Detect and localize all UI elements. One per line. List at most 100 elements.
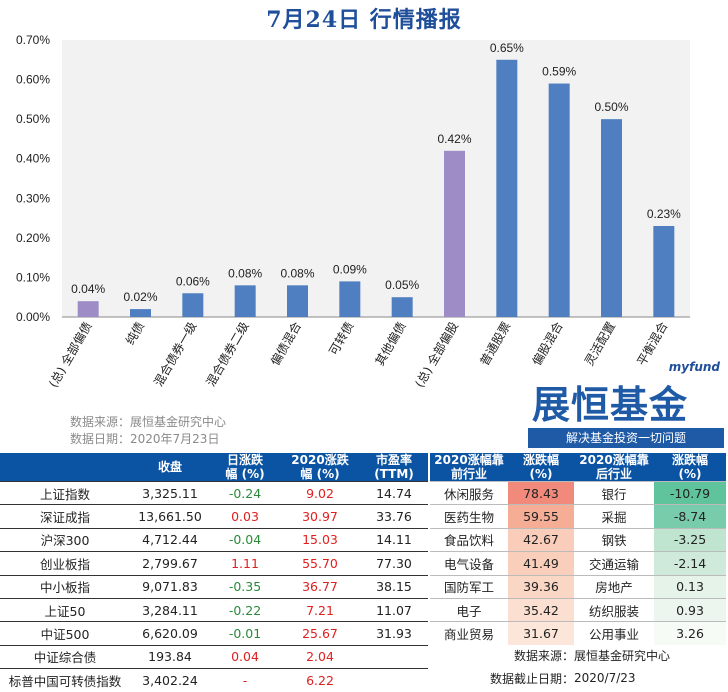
industry-header-top: 2020涨幅靠前行业 xyxy=(430,453,508,482)
index-table-row: 中证综合债 193.84 0.04 2.04 xyxy=(0,644,428,669)
bottom-industry-value-cell: -10.79 xyxy=(654,480,726,505)
bar xyxy=(601,119,622,318)
index-close-cell: 2,799.67 xyxy=(130,551,210,576)
index-table: 收盘 日涨跌幅 (%) 2020涨跌幅 (%) 市盈率 (TTM) 上证指数 3,… xyxy=(0,453,428,692)
industry-table-header: 2020涨幅靠前行业 涨跌幅 (%) 2020涨幅靠后行业 涨跌幅 (%) xyxy=(430,453,726,482)
y-tick-label: 0.10% xyxy=(16,270,50,284)
top-industry-cell: 休闲服务 xyxy=(430,480,508,505)
bar-value-label: 0.09% xyxy=(333,262,367,276)
industry-header-bottom: 2020涨幅靠后行业 xyxy=(574,453,654,482)
index-ytd-change-cell: 25.67 xyxy=(280,621,360,646)
bar xyxy=(182,293,204,317)
data-source-note: 数据来源：展恒基金研究中心 xyxy=(70,415,227,429)
index-ytd-change-cell: 6.22 xyxy=(280,668,360,692)
index-header-ytd: 2020涨跌幅 (%) xyxy=(280,453,360,482)
bar-value-label: 0.05% xyxy=(385,278,419,292)
bar-value-label: 0.42% xyxy=(437,132,471,146)
bottom-industry-cell: 钢铁 xyxy=(574,527,654,552)
bottom-industry-value-cell: 0.13 xyxy=(654,574,726,599)
top-industry-cell: 国防军工 xyxy=(430,574,508,599)
index-day-change-cell: 0.04 xyxy=(210,644,280,669)
index-close-cell: 3,402.24 xyxy=(130,668,210,692)
logo-small-text: myfund xyxy=(668,360,720,374)
x-category-label: 纯债 xyxy=(123,320,147,348)
index-ytd-change-cell: 2.04 xyxy=(280,644,360,669)
top-industry-cell: 商业贸易 xyxy=(430,621,508,645)
top-industry-cell: 医药生物 xyxy=(430,504,508,529)
index-day-change-cell: -0.04 xyxy=(210,527,280,552)
index-table-row: 上证指数 3,325.11 -0.24 9.02 14.74 xyxy=(0,480,428,505)
index-pe-cell: 38.15 xyxy=(360,574,428,599)
index-header-pe: 市盈率 (TTM) xyxy=(360,453,428,482)
bottom-industry-cell: 交通运输 xyxy=(574,551,654,576)
index-name-cell: 上证指数 xyxy=(0,480,130,505)
x-category-label: (总) 全部偏债 xyxy=(45,319,95,390)
index-pe-cell: 31.93 xyxy=(360,621,428,646)
x-category-label: 其他偏债 xyxy=(372,319,409,368)
industry-table-row: 食品饮料 42.67 钢铁 -3.25 xyxy=(430,527,726,552)
industry-header-top-val: 涨跌幅 (%) xyxy=(508,453,574,482)
bar-value-label: 0.59% xyxy=(542,65,576,79)
bottom-industry-value-cell: 3.26 xyxy=(654,621,726,645)
index-header-day: 日涨跌幅 (%) xyxy=(210,453,280,482)
index-table-row: 深证成指 13,661.50 0.03 30.97 33.76 xyxy=(0,504,428,529)
index-close-cell: 193.84 xyxy=(130,644,210,669)
y-tick-label: 0.30% xyxy=(16,191,50,205)
industry-table-row: 国防军工 39.36 房地产 0.13 xyxy=(430,574,726,599)
x-category-label: (总) 全部偏股 xyxy=(412,319,462,390)
top-industry-value-cell: 41.49 xyxy=(508,551,574,576)
index-name-cell: 中证综合债 xyxy=(0,644,130,669)
bar-value-label: 0.06% xyxy=(176,274,210,288)
bar xyxy=(339,281,361,317)
index-day-change-cell: -0.01 xyxy=(210,621,280,646)
bar-value-label: 0.23% xyxy=(647,207,681,221)
logo-brand-text: 展恒基金 xyxy=(532,382,689,427)
industry-table-row: 医药生物 59.55 采掘 -8.74 xyxy=(430,504,726,529)
index-close-cell: 6,620.09 xyxy=(130,621,210,646)
index-table-row: 上证50 3,284.11 -0.22 7.21 11.07 xyxy=(0,597,428,622)
top-industry-value-cell: 35.42 xyxy=(508,597,574,622)
bar-value-label: 0.02% xyxy=(123,290,157,304)
index-name-cell: 深证成指 xyxy=(0,504,130,529)
index-table-row: 中证500 6,620.09 -0.01 25.67 31.93 xyxy=(0,621,428,646)
index-name-cell: 上证50 xyxy=(0,597,130,622)
bar-value-label: 0.65% xyxy=(490,41,524,55)
bar-value-label: 0.08% xyxy=(228,266,262,280)
index-day-change-cell: 0.03 xyxy=(210,504,280,529)
bottom-industry-cell: 纺织服装 xyxy=(574,597,654,622)
bottom-industry-value-cell: 0.93 xyxy=(654,597,726,622)
y-tick-label: 0.20% xyxy=(16,231,50,245)
index-name-cell: 标普中国可转债指数 xyxy=(0,668,130,692)
index-ytd-change-cell: 15.03 xyxy=(280,527,360,552)
plot-area xyxy=(62,40,690,317)
footer-label: 数据来源： xyxy=(513,649,574,664)
bottom-industry-cell: 采掘 xyxy=(574,504,654,529)
bar-chart: 0.00% 0.10% 0.20% 0.30% 0.40% 0.50% 0.60% 0.70%… xyxy=(16,33,690,390)
industry-table-footer: 数据来源： 展恒基金研究中心 xyxy=(430,645,726,667)
index-day-change-cell: -0.22 xyxy=(210,597,280,622)
index-header-name xyxy=(0,453,130,482)
index-day-change-cell: - xyxy=(210,668,280,692)
y-tick-label: 0.50% xyxy=(16,112,50,126)
data-date-note: 数据日期：2020年7月23日 xyxy=(70,432,220,446)
top-industry-cell: 电气设备 xyxy=(430,551,508,576)
y-tick-label: 0.40% xyxy=(16,152,50,166)
index-day-change-cell: 1.11 xyxy=(210,551,280,576)
index-close-cell: 3,284.11 xyxy=(130,597,210,622)
index-pe-cell: 77.30 xyxy=(360,551,428,576)
index-table-header: 收盘 日涨跌幅 (%) 2020涨跌幅 (%) 市盈率 (TTM) xyxy=(0,453,428,482)
bar-value-label: 0.50% xyxy=(594,100,628,114)
index-table-row: 创业板指 2,799.67 1.11 55.70 77.30 xyxy=(0,551,428,576)
index-pe-cell: 11.07 xyxy=(360,597,428,622)
x-category-label: 混合债券二级 xyxy=(203,319,252,389)
index-table-row: 标普中国可转债指数 3,402.24-6.22 xyxy=(0,668,428,692)
top-industry-value-cell: 59.55 xyxy=(508,504,574,529)
index-ytd-change-cell: 30.97 xyxy=(280,504,360,529)
chart-notes: 数据来源：展恒基金研究中心 数据日期：2020年7月23日 xyxy=(70,414,226,448)
industry-table-footer: 数据截止日期： 2020/7/23 xyxy=(430,667,726,689)
index-name-cell: 沪深300 xyxy=(0,527,130,552)
footer-value: 展恒基金研究中心 xyxy=(574,649,671,664)
bottom-industry-cell: 银行 xyxy=(574,480,654,505)
bottom-industry-value-cell: -2.14 xyxy=(654,551,726,576)
bar xyxy=(496,59,518,318)
